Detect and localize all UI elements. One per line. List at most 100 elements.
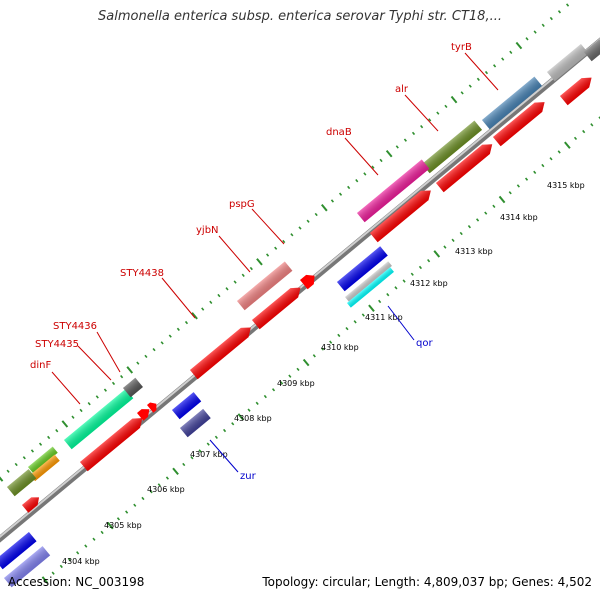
gene-label-pspG[interactable]: pspG <box>229 199 255 210</box>
tick-minor <box>444 104 448 109</box>
tick-major <box>0 474 4 482</box>
gene-label-zur[interactable]: zur <box>240 471 257 482</box>
gene-label-STY4438[interactable]: STY4438 <box>120 268 164 279</box>
tick-minor <box>30 449 35 453</box>
tick-minor <box>87 402 91 406</box>
feature-lime[interactable] <box>28 446 58 474</box>
tick-minor <box>116 517 121 521</box>
tick-minor <box>165 476 169 480</box>
feature-gray-top[interactable] <box>584 39 600 62</box>
tick-minor <box>84 544 88 548</box>
tick-major <box>515 41 523 50</box>
tick-minor <box>476 218 480 222</box>
tick-major <box>126 366 134 374</box>
tick-minor <box>92 537 96 541</box>
tick-minor <box>549 16 553 21</box>
tick-minor <box>274 246 278 250</box>
tick-minor <box>565 3 570 7</box>
tick-major <box>450 95 458 104</box>
cds-arrow[interactable] <box>147 400 160 413</box>
gene-label-dinF[interactable]: dinF <box>30 360 51 371</box>
tick-minor <box>573 136 578 141</box>
tick-minor <box>136 361 140 365</box>
tick-minor <box>459 231 463 236</box>
tick-minor <box>247 408 251 412</box>
tick-minor <box>152 347 156 352</box>
tick-minor <box>329 340 333 344</box>
tick-minor <box>451 238 455 242</box>
tick-major <box>368 304 375 312</box>
tick-minor <box>557 10 562 14</box>
tick-minor <box>222 428 227 433</box>
feature-mediumslate-rev[interactable] <box>4 546 51 588</box>
cds-arrow[interactable] <box>80 414 146 472</box>
cds-arrow[interactable] <box>300 271 318 290</box>
tick-minor <box>160 341 164 345</box>
cds-arrow[interactable] <box>252 283 304 330</box>
cds-arrow[interactable] <box>190 323 255 380</box>
feature-blue-rev[interactable] <box>337 246 388 292</box>
tick-minor <box>501 57 505 61</box>
tick-label-4313: 4313 kbp <box>455 247 493 256</box>
tick-major <box>385 149 393 158</box>
gene-label-STY4436[interactable]: STY4436 <box>53 321 97 332</box>
tick-minor <box>436 111 440 115</box>
tick-label-4306: 4306 kbp <box>147 485 185 494</box>
gene-label-yjbN[interactable]: yjbN <box>196 225 219 236</box>
tick-minor <box>22 456 26 460</box>
tick-major <box>498 195 506 204</box>
feature-olive[interactable] <box>422 120 483 174</box>
accession-text: Accession: NC_003198 <box>8 575 144 589</box>
tick-minor <box>330 199 335 203</box>
tick-minor <box>184 320 189 325</box>
feature-silver-rev[interactable] <box>345 261 392 302</box>
tick-minor <box>411 131 416 136</box>
tick-minor <box>492 204 496 208</box>
cds-arrow[interactable] <box>493 97 548 147</box>
feature-blue-rev[interactable] <box>172 392 202 420</box>
feature-olive-small[interactable] <box>7 469 37 497</box>
gene-label-dnaB[interactable]: dnaB <box>326 127 352 138</box>
tick-minor <box>190 456 194 460</box>
cds-arrow[interactable] <box>560 73 595 106</box>
tick-minor <box>176 327 180 332</box>
tick-minor <box>468 84 472 88</box>
feature-cyan-rev[interactable] <box>347 267 394 308</box>
tick-minor <box>51 571 55 575</box>
gene-label-alr[interactable]: alr <box>395 84 409 95</box>
feature-magenta[interactable] <box>357 159 430 223</box>
tick-minor <box>533 170 537 175</box>
feature-gray-top[interactable] <box>547 43 589 82</box>
cds-arrow[interactable] <box>370 186 435 243</box>
gene-label-qor[interactable]: qor <box>416 338 433 349</box>
feature-pink[interactable] <box>237 261 293 311</box>
tick-minor <box>476 77 480 82</box>
tick-minor <box>345 326 349 331</box>
tick-minor <box>100 530 104 535</box>
tick-minor <box>249 266 253 271</box>
tick-minor <box>79 408 83 413</box>
cds-arrow[interactable] <box>436 140 496 193</box>
tick-major <box>564 141 571 149</box>
tick-labels: 4304 kbp 4305 kbp 4306 kbp 4307 kbp 4308… <box>62 181 585 566</box>
gene-label-STY4435[interactable]: STY4435 <box>35 339 79 350</box>
tick-minor <box>557 150 561 154</box>
tick-minor <box>280 381 284 385</box>
tick-minor <box>288 374 292 378</box>
tick-label-4308: 4308 kbp <box>234 414 272 423</box>
cds-arrow[interactable] <box>22 494 42 513</box>
tick-minor <box>590 123 594 127</box>
feature-blue-rev[interactable] <box>0 531 37 570</box>
cds-arrow[interactable] <box>137 405 153 421</box>
feature-springgreen[interactable] <box>64 389 134 450</box>
tick-minor <box>55 429 59 433</box>
tick-minor <box>484 70 489 75</box>
gene-label-tyrB[interactable]: tyrB <box>451 42 472 53</box>
tick-minor <box>95 395 99 399</box>
tick-label-4304: 4304 kbp <box>62 557 100 566</box>
feature-slateblue-rev[interactable] <box>180 408 211 438</box>
feature-darkgray[interactable] <box>123 377 143 398</box>
feature-steelblue[interactable] <box>482 76 543 130</box>
feature-orange[interactable] <box>30 454 60 482</box>
